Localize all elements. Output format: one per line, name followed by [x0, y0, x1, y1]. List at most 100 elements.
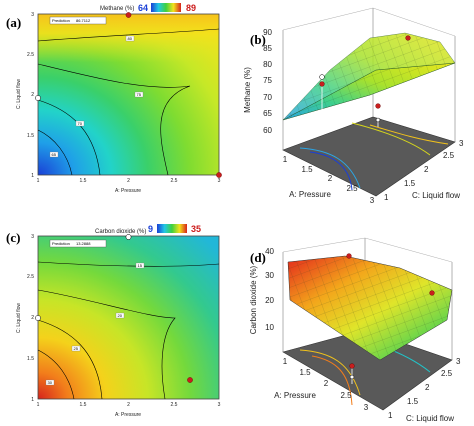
- panel-b-label: (b): [250, 32, 266, 47]
- panel-b-floor-contour: [369, 124, 449, 145]
- panel-b-ytick: 2.5: [443, 151, 455, 160]
- panel-d-floor-contour: [311, 355, 353, 406]
- panel-b-ztick: 85: [263, 44, 272, 53]
- panel-a-colorbar: [151, 3, 181, 12]
- panel-a-prediction-box: [49, 16, 107, 25]
- panel-c-design-point: [125, 234, 132, 240]
- panel-c-contour-label: 15: [138, 263, 143, 268]
- panel-b-xtick: 1: [283, 155, 288, 164]
- panel-b-xlabel: A: Pressure: [289, 190, 331, 199]
- panel-a-contour-label: 70: [78, 121, 83, 126]
- panel-d: (d) 10 20 30 40 Carbon dioxide (%) 1 1.5…: [249, 237, 461, 423]
- panel-a-legend-min: 64: [138, 3, 148, 13]
- panel-a-design-point: [216, 172, 222, 178]
- panel-c-ytick: 2: [31, 315, 34, 321]
- panel-a-design-point: [35, 95, 41, 101]
- panel-b-xtick: 1.5: [301, 165, 313, 174]
- panel-c-contour-label: 30: [48, 380, 53, 385]
- panel-d-ztick: 30: [265, 271, 274, 280]
- panel-d-xtick: 3: [364, 403, 369, 412]
- panel-d-design-point: [429, 290, 435, 296]
- panel-b: (b) 60 65 70 75 80 85 90 Methane (%): [243, 7, 464, 205]
- panel-c-title: Carbon dioxide (%): [95, 229, 146, 235]
- panel-c-prediction-value: 13.2888: [76, 241, 91, 246]
- panel-d-xtick: 2.5: [340, 391, 352, 400]
- panel-c-legend-min: 9: [148, 224, 153, 234]
- panel-c-xtick: 2: [127, 402, 130, 408]
- panel-c-contour-line: [37, 319, 103, 400]
- panel-c-ytick: 3: [31, 234, 34, 240]
- panel-d-label: (d): [250, 250, 266, 265]
- panel-b-ztick: 65: [263, 109, 272, 118]
- panel-c-plot-area: [38, 236, 219, 399]
- panel-d-ytick: 1: [388, 411, 393, 420]
- panel-a-contour-line: [37, 28, 220, 42]
- panel-d-ztick: 20: [265, 296, 274, 305]
- panel-a-xlabel: A: Pressure: [115, 188, 141, 194]
- panel-d-ytick: 2: [425, 383, 430, 392]
- panel-b-ylabel: C: Liquid flow: [412, 191, 460, 200]
- panel-c-prediction-box: [49, 239, 107, 248]
- panel-c-xtick: 1.5: [80, 402, 87, 408]
- panel-d-ytick: 3: [456, 357, 461, 366]
- panel-a-design-point: [125, 12, 132, 18]
- panel-b-floor-contour: [299, 147, 361, 189]
- panel-a-legend-max: 89: [186, 3, 196, 13]
- panel-d-xtick: 2: [324, 379, 329, 388]
- panel-c-xtick: 1: [37, 402, 40, 408]
- panel-c-legend-max: 35: [191, 224, 201, 234]
- panel-a-xtick: 1.5: [80, 178, 87, 184]
- panel-b-xtick: 3: [370, 196, 375, 205]
- panel-b-ztick: 60: [263, 126, 272, 135]
- panel-b-design-point: [405, 35, 411, 41]
- panel-b-ytick: 1.5: [404, 179, 416, 188]
- panel-a-contour-line: [37, 63, 191, 176]
- panel-c-contour-label: 20: [118, 313, 123, 318]
- panel-a-prediction-label: Prediction: [52, 18, 70, 23]
- panel-c-xtick: 3: [218, 402, 221, 408]
- panel-b-ytick: 1: [384, 193, 389, 202]
- panel-d-xtick: 1.5: [299, 368, 311, 377]
- panel-c-design-point: [187, 377, 193, 383]
- panel-c-contour-line: [37, 289, 176, 400]
- panel-a-ytick: 2.5: [27, 52, 34, 58]
- panel-a-contour-label: 80: [128, 36, 133, 41]
- panel-b-ztick: 70: [263, 93, 272, 102]
- panel-b-xtick: 2.5: [346, 184, 358, 193]
- panel-b-design-point: [319, 74, 325, 80]
- panel-b-zlabel: Methane (%): [243, 67, 252, 113]
- panel-b-ztick: 75: [263, 76, 272, 85]
- panel-a-xtick: 2: [127, 178, 130, 184]
- panel-b-ytick: 2: [424, 165, 429, 174]
- panel-a-ylabel: C: Liquid flow: [16, 79, 22, 109]
- panel-a-contour-line: [37, 129, 73, 176]
- panel-a-xtick: 2.5: [171, 178, 178, 184]
- panel-a-ytick: 1.5: [27, 133, 34, 139]
- panel-a-ytick: 1: [31, 173, 34, 179]
- panel-a-xtick: 3: [218, 178, 221, 184]
- panel-c-contour-line: [37, 261, 220, 267]
- panel-c-xlabel: A: Pressure: [115, 412, 141, 418]
- panel-b-ztick: 90: [263, 28, 272, 37]
- panel-d-ylabel: C: Liquid flow: [406, 414, 454, 423]
- panel-a-contour-label: 65: [52, 152, 57, 157]
- panel-d-xtick: 1: [283, 357, 288, 366]
- panel-b-design-point: [375, 103, 381, 109]
- panel-d-design-point: [346, 253, 352, 259]
- panel-b-floor-contour: [309, 151, 353, 191]
- panel-c-ylabel: C: Liquid flow: [16, 303, 22, 333]
- panel-c-prediction-label: Prediction: [52, 241, 70, 246]
- panel-d-ytick: 1.5: [407, 397, 419, 406]
- panel-c-contour-label: 25: [74, 346, 79, 351]
- panel-b-floor-contour: [351, 122, 431, 156]
- panel-c-ytick: 2.5: [27, 274, 34, 280]
- panel-a-xtick: 1: [37, 178, 40, 184]
- panel-d-floor-contour: [299, 349, 361, 396]
- panel-b-xtick: 2: [328, 174, 333, 183]
- panel-a-label: (a): [6, 15, 21, 30]
- panel-b-ytick: 3: [459, 139, 464, 148]
- panel-d-ztick: 40: [265, 247, 274, 256]
- panel-a-contour-label: 75: [137, 92, 142, 97]
- panel-c-design-point: [35, 315, 41, 321]
- panel-d-xlabel: A: Pressure: [274, 391, 316, 400]
